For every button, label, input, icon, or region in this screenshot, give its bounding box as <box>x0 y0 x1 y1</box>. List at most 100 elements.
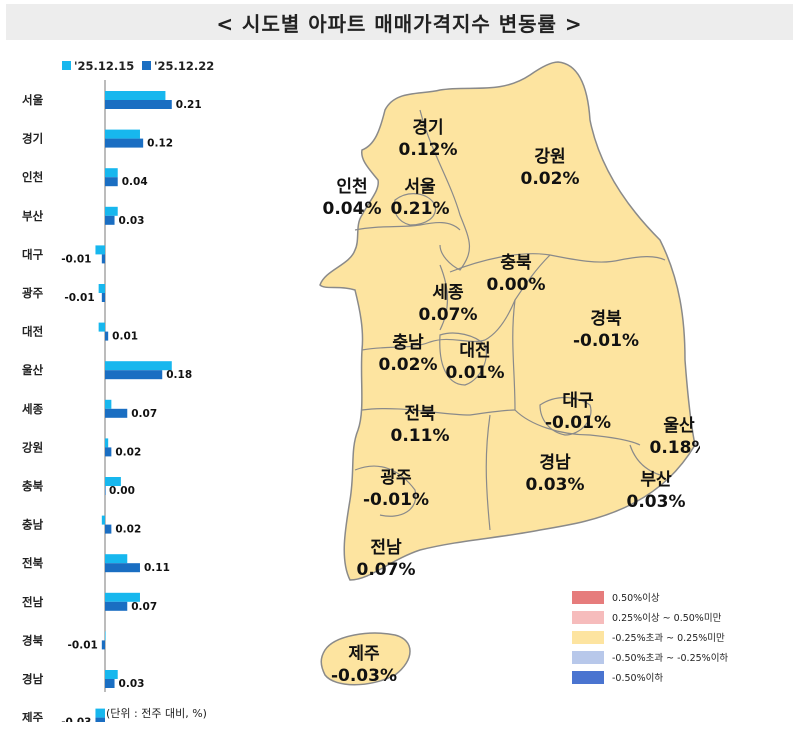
legend-range-label: -0.50%초과 ~ -0.25%이하 <box>612 653 729 664</box>
bar-series-2 <box>105 524 112 534</box>
bar-series-2 <box>101 254 105 264</box>
region-name: 부산 <box>640 470 672 490</box>
category-label: 부산 <box>22 209 44 223</box>
region-name: 광주 <box>380 468 412 488</box>
bar-series-2 <box>105 370 163 380</box>
bar-series-1 <box>105 477 121 486</box>
region-name: 강원 <box>534 147 565 167</box>
bar-series-1 <box>105 554 128 564</box>
color-legend: 0.50%이상 0.25%이상 ~ 0.50%미만 -0.25%초과 ~ 0.25%… <box>572 590 732 688</box>
region-value: 0.03% <box>627 492 686 512</box>
value-label: -0.03 <box>61 717 91 722</box>
region-value: 0.01% <box>446 363 505 383</box>
region-name: 전남 <box>370 538 402 558</box>
bar-series-1 <box>105 129 140 139</box>
category-label: 대전 <box>22 325 43 339</box>
legend-range-label: -0.25%초과 ~ 0.25%미만 <box>612 633 725 644</box>
value-label: 0.03 <box>119 678 145 690</box>
category-label: 대구 <box>22 247 44 261</box>
legend-swatch <box>572 590 604 604</box>
bar-series-2 <box>105 138 144 148</box>
legend-range-label: 0.25%이상 ~ 0.50%미만 <box>612 613 722 624</box>
boundary-line <box>361 254 551 351</box>
region-value: 0.21% <box>391 199 450 219</box>
value-label: 0.02 <box>115 446 141 458</box>
boundary-line <box>354 222 461 231</box>
map-labels: 경기0.12% 강원0.02%인천0.04%서울0.21%충북0.00%세종0.0… <box>323 118 700 686</box>
region-name: 인천 <box>336 177 367 197</box>
region-name: 전북 <box>404 404 436 424</box>
value-label: 0.12 <box>147 138 173 150</box>
legend-row: -0.50%초과 ~ -0.25%이하 <box>572 650 728 664</box>
category-label: 충북 <box>22 479 44 493</box>
boundary-line <box>354 465 417 517</box>
unit-note: (단위 : 전주 대비, %) <box>106 707 207 720</box>
bar-series-1 <box>98 322 105 332</box>
bar-series-1 <box>95 708 105 718</box>
region-name: 충남 <box>392 333 424 353</box>
mainland-shape <box>319 61 696 581</box>
bar-series-1 <box>105 438 109 448</box>
bar-series-2 <box>105 331 109 341</box>
value-label: -0.01 <box>68 639 98 651</box>
region-name: 세종 <box>432 283 464 303</box>
legend-swatch <box>572 630 604 644</box>
legend-range-label: -0.50%이하 <box>612 673 664 684</box>
bar-series-1 <box>105 91 166 100</box>
bar-series-1 <box>105 399 112 409</box>
value-label: 0.11 <box>144 562 170 574</box>
value-label: -0.01 <box>64 292 94 304</box>
legend-swatch-1 <box>62 61 71 70</box>
boundary-line <box>629 444 661 476</box>
legend-swatch <box>572 670 604 684</box>
bar-series-2 <box>105 408 128 418</box>
legend-label-1: '25.12.15 <box>74 59 134 73</box>
region-value: -0.01% <box>545 413 611 433</box>
region-value: 0.00% <box>487 275 546 295</box>
bar-series-2 <box>105 177 118 187</box>
value-label: -0.01 <box>61 253 91 265</box>
boundary-line <box>485 414 491 531</box>
bar-series-1 <box>101 515 105 525</box>
category-label: 인천 <box>22 170 43 184</box>
boundary-line <box>419 109 470 271</box>
region-name: 대전 <box>459 341 490 361</box>
legend-swatch-2 <box>142 61 151 70</box>
category-label: 세종 <box>22 402 44 416</box>
value-label: 0.03 <box>119 215 145 227</box>
region-value: 0.07% <box>357 560 416 580</box>
bar-series-2 <box>105 447 112 457</box>
bar-series-1 <box>105 168 118 178</box>
legend-row: 0.50%이상 <box>572 590 660 604</box>
value-label: 0.01 <box>112 331 138 343</box>
value-label: 0.00 <box>109 485 135 497</box>
bar-series-2 <box>105 100 172 109</box>
bar-series-2 <box>95 717 105 722</box>
value-label: 0.02 <box>115 524 141 536</box>
boundary-line <box>449 253 666 273</box>
region-value: 0.07% <box>419 305 478 325</box>
bar-series-2 <box>101 640 105 650</box>
category-label: 전북 <box>22 556 44 570</box>
region-value: 0.02% <box>521 169 580 189</box>
region-name: 울산 <box>663 416 695 436</box>
legend-swatch <box>572 610 604 624</box>
region-name: 경기 <box>412 118 443 138</box>
legend-row: 0.25%이상 ~ 0.50%미만 <box>572 610 721 624</box>
category-label: 충남 <box>22 518 44 532</box>
legend-range-label: 0.50%이상 <box>612 593 660 604</box>
region-value: 0.04% <box>323 199 382 219</box>
category-label: 경북 <box>22 633 44 647</box>
region-name: 경남 <box>539 453 571 473</box>
value-label: 0.21 <box>176 99 202 111</box>
daegu-boundary <box>539 396 592 436</box>
bar-series-1 <box>105 361 172 371</box>
daejeon-boundary <box>439 332 487 386</box>
region-name: 제주 <box>348 644 380 664</box>
value-label: 0.18 <box>166 369 192 381</box>
region-value: -0.03% <box>331 666 397 686</box>
legend-swatch <box>572 650 604 664</box>
category-label: 전남 <box>22 595 44 609</box>
bar-legend: '25.12.15 '25.12.22 <box>62 59 214 73</box>
region-name: 대구 <box>562 391 594 411</box>
